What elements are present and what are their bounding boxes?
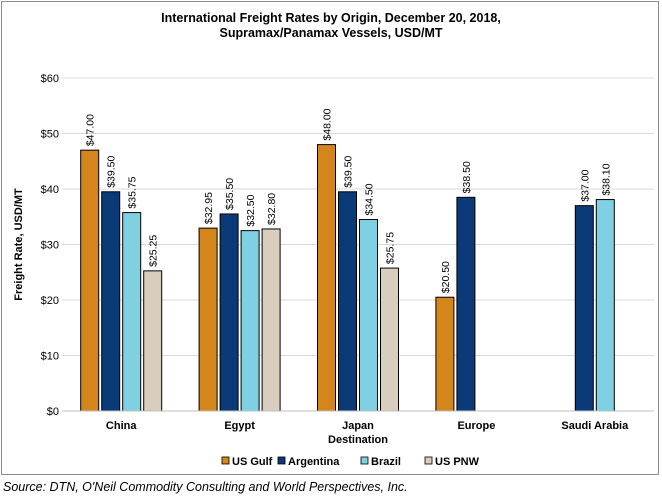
legend-swatch [360, 456, 369, 465]
bar [574, 205, 594, 412]
legend-swatch [424, 456, 433, 465]
bar [359, 219, 378, 412]
x-axis-label: Destination [328, 434, 388, 446]
data-label: $25.75 [385, 232, 397, 264]
data-label: $35.75 [127, 176, 139, 208]
legend-label: Argentina [288, 456, 340, 468]
data-label: $38.50 [461, 161, 473, 193]
bar [80, 149, 100, 412]
data-label: $32.80 [266, 193, 278, 225]
data-label: $20.50 [440, 261, 452, 293]
y-tick-label: $0 [47, 406, 59, 418]
legend-label: Brazil [371, 456, 401, 468]
chart-title: International Freight Rates by Origin, D… [161, 11, 501, 25]
x-tick-label: Europe [457, 420, 495, 432]
bar [261, 228, 281, 412]
data-label: $35.50 [224, 178, 236, 210]
data-label: $47.00 [85, 114, 97, 146]
x-tick-label: Saudi Arabia [561, 420, 629, 432]
x-tick-label: Japan [342, 420, 374, 432]
bar [456, 196, 476, 412]
data-label: $32.95 [203, 192, 215, 224]
data-label: $25.25 [148, 235, 160, 267]
bar [317, 144, 336, 412]
y-tick-label: $30 [41, 240, 59, 252]
y-tick-label: $10 [41, 351, 59, 363]
legend-swatch [221, 456, 230, 465]
y-tick-label: $60 [41, 73, 59, 85]
bar [380, 267, 399, 412]
y-tick-label: $50 [41, 129, 59, 141]
data-label: $48.00 [322, 108, 334, 140]
legend-swatch [277, 456, 286, 465]
bar [338, 191, 357, 412]
data-label: $34.50 [364, 183, 376, 215]
chart-svg: International Freight Rates by Origin, D… [13, 11, 654, 468]
legend-label: US PNW [435, 456, 480, 468]
data-label: $38.10 [600, 163, 612, 195]
chart-subtitle: Supramax/Panamax Vessels, USD/MT [219, 26, 442, 40]
bar [595, 199, 615, 412]
data-label: $32.50 [245, 194, 257, 226]
y-tick-label: $20 [41, 295, 59, 307]
bar [122, 212, 142, 412]
bar [143, 270, 163, 412]
x-tick-label: Egypt [224, 420, 255, 432]
data-label: $37.00 [579, 169, 591, 201]
data-label: $39.50 [106, 155, 118, 187]
bar [240, 230, 260, 412]
y-axis-label: Freight Rate, USD/MT [13, 188, 25, 301]
data-label: $39.50 [343, 155, 355, 187]
y-tick-label: $40 [41, 184, 59, 196]
legend-label: US Gulf [232, 456, 273, 468]
source-note: Source: DTN, O'Neil Commodity Consulting… [3, 480, 408, 494]
bar [219, 213, 239, 412]
x-tick-label: China [106, 420, 137, 432]
bar [101, 191, 121, 412]
bar [198, 227, 218, 412]
bar [435, 296, 455, 412]
